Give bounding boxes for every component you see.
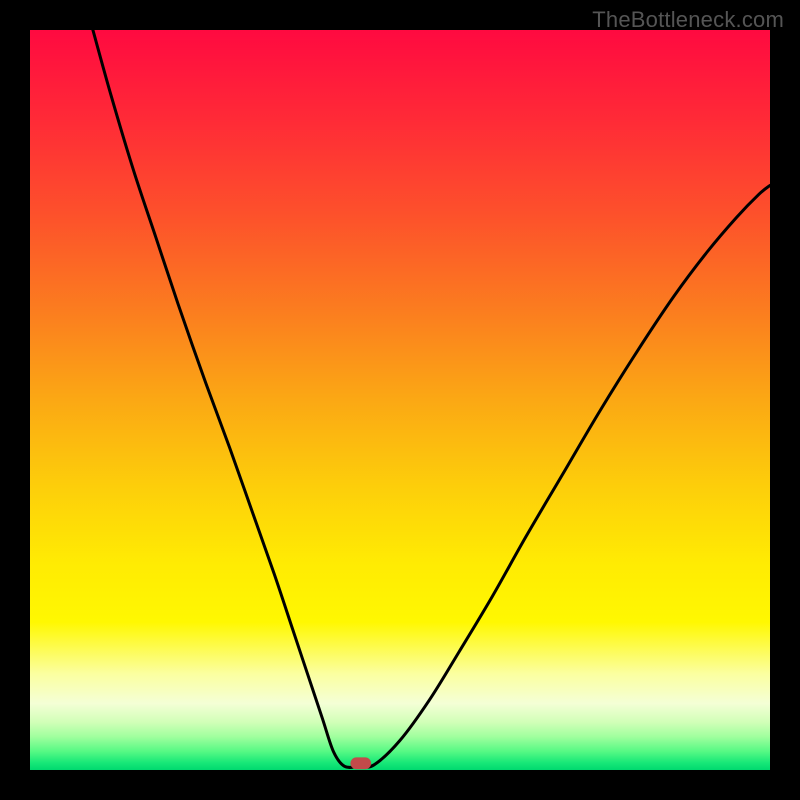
plot-area (30, 30, 770, 770)
bottleneck-chart (0, 0, 800, 800)
watermark-text: TheBottleneck.com (592, 7, 784, 33)
chart-container: TheBottleneck.com (0, 0, 800, 800)
optimum-marker (350, 757, 371, 769)
